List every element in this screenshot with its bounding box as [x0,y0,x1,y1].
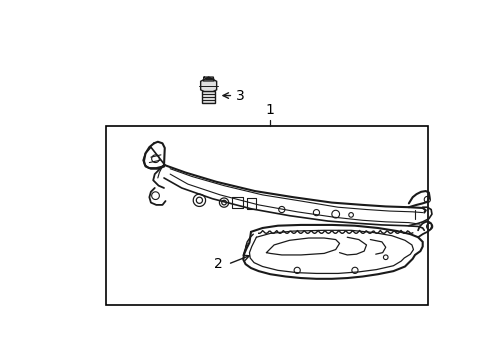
Polygon shape [143,147,164,168]
Text: 3: 3 [235,89,244,103]
Bar [202,91,214,103]
Text: 1: 1 [265,103,274,117]
Text: 2: 2 [213,257,222,271]
Polygon shape [200,77,216,94]
Polygon shape [243,225,422,279]
Polygon shape [163,165,425,230]
Bar [106,126,427,305]
